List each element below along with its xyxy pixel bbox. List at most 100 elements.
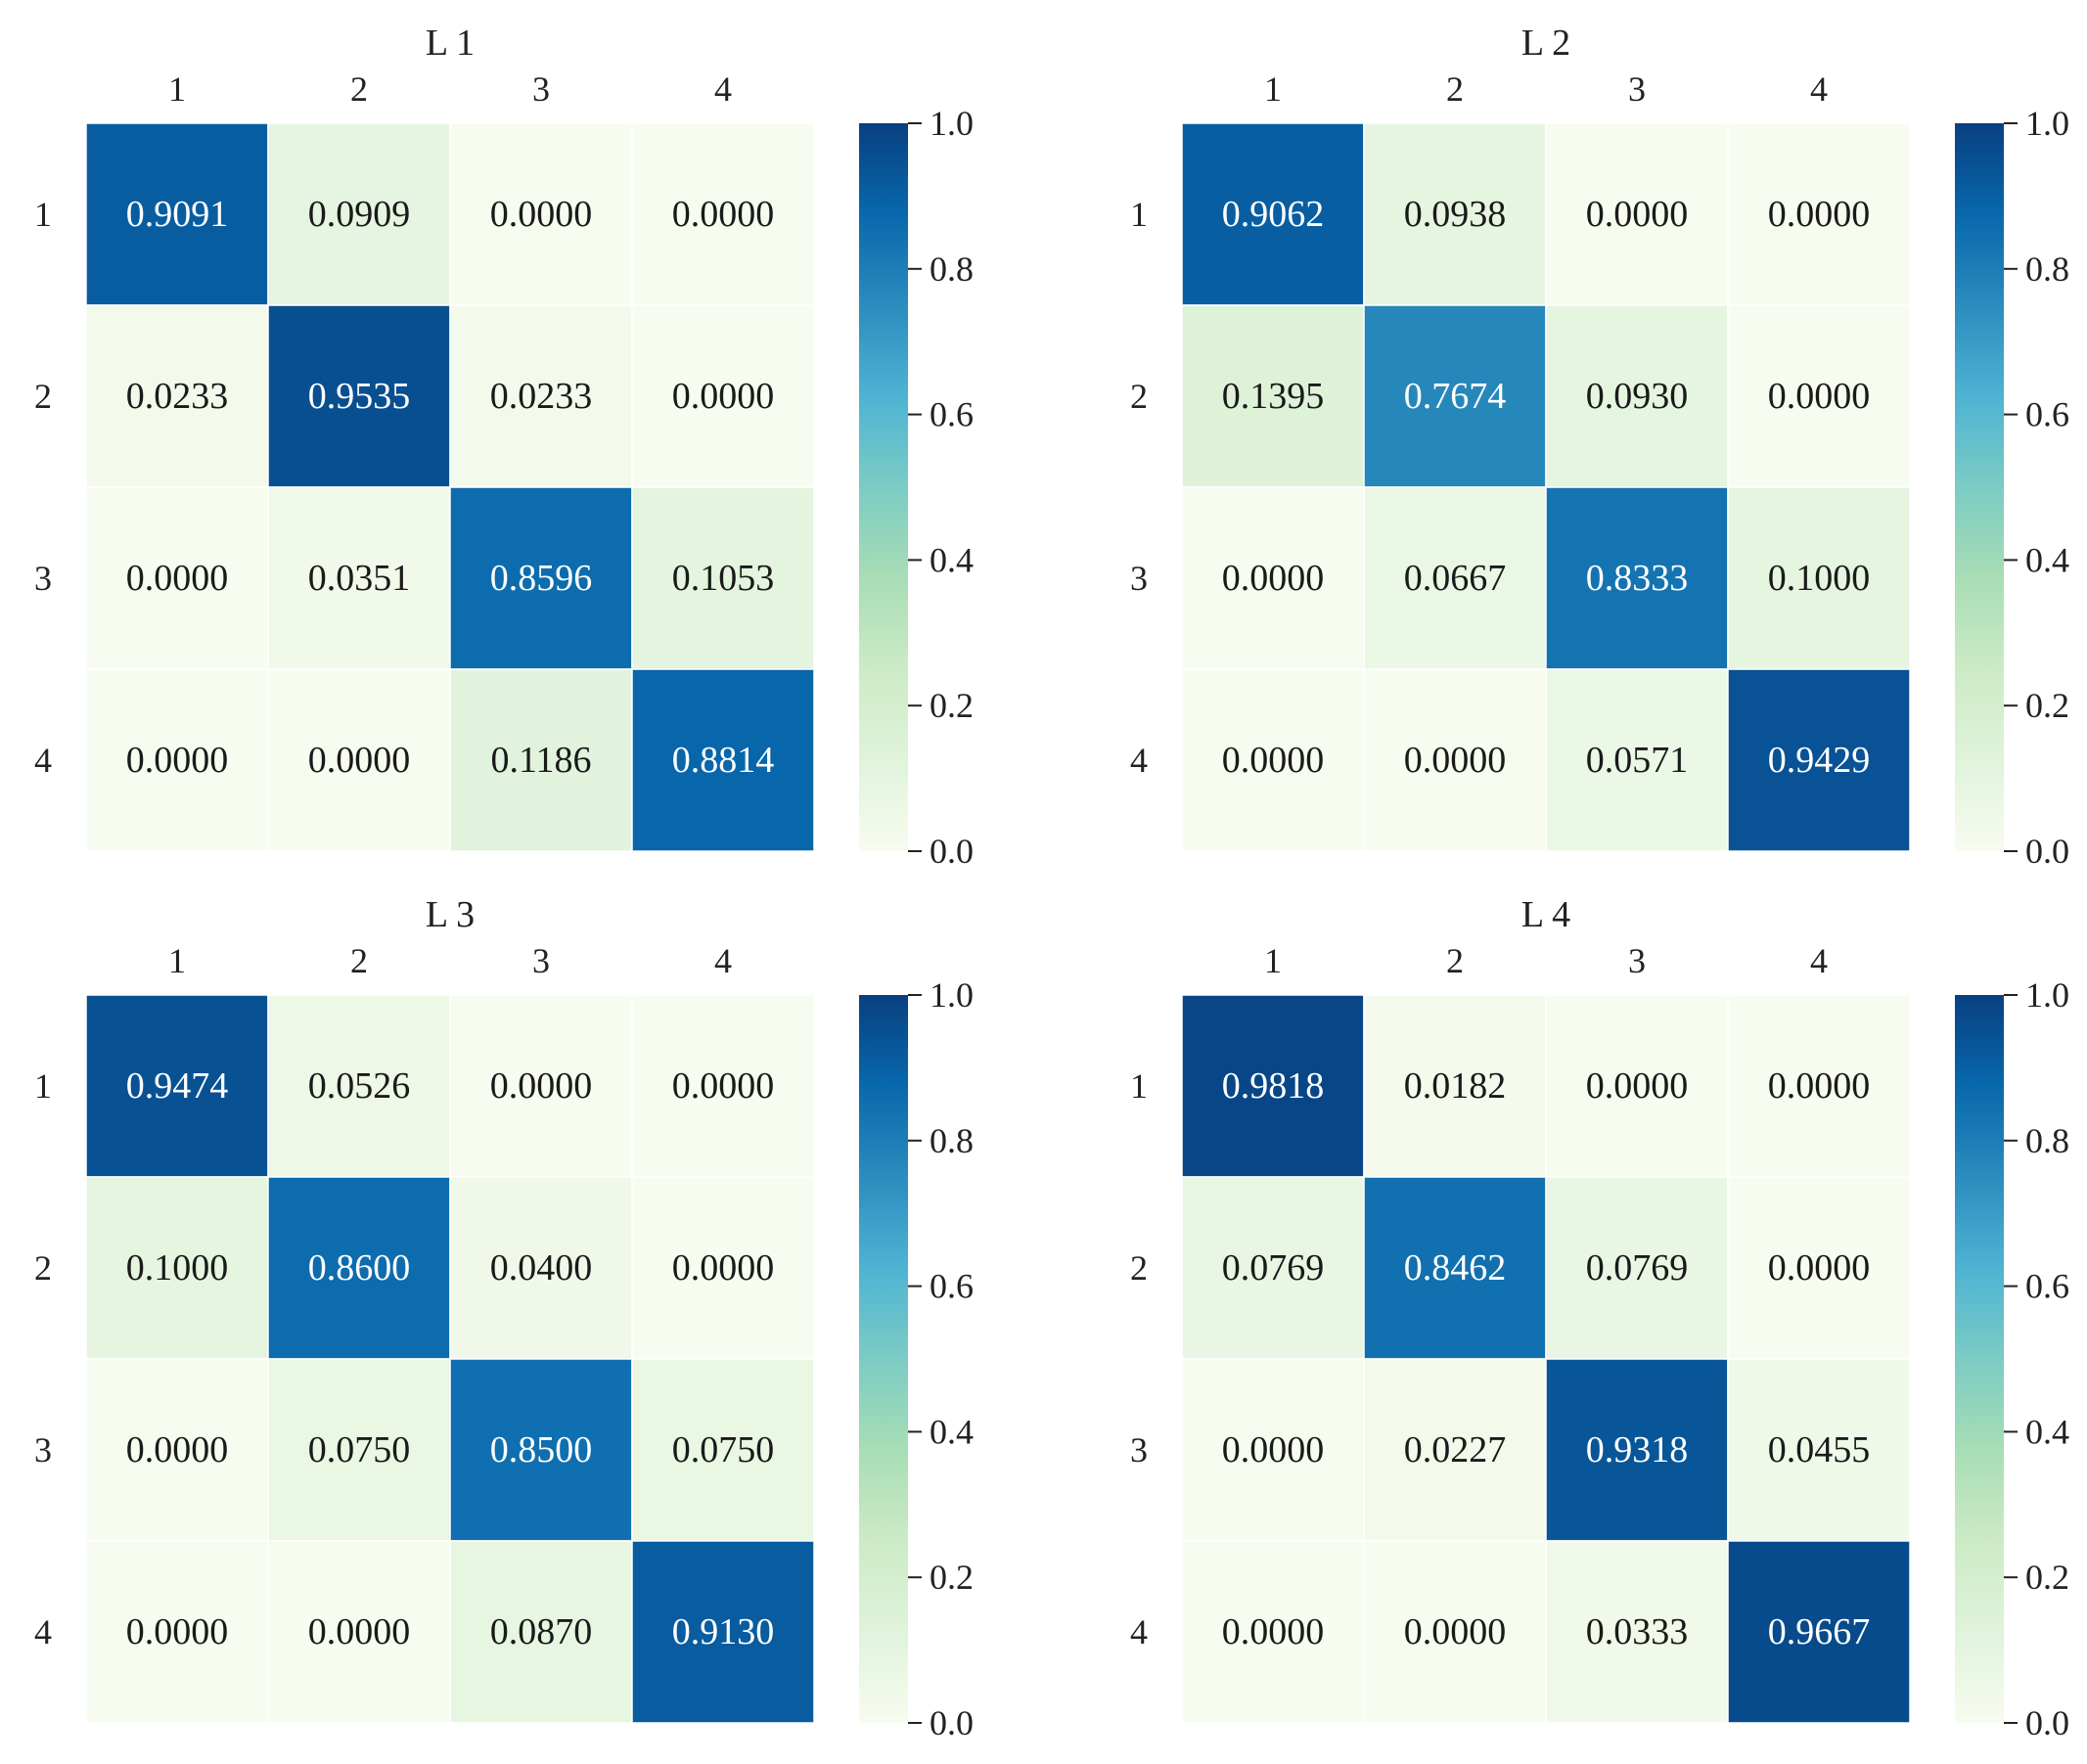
x-tick-label: 1 [168,941,186,980]
x-tick-label: 2 [350,69,368,109]
cell-value-label: 0.0870 [490,1611,593,1652]
x-tick-label: 4 [714,941,732,980]
heatmap-cell [267,1540,451,1724]
cell-value-label: 0.8596 [490,558,593,599]
cell-value-label: 0.0000 [1768,376,1871,417]
heatmap-cell [449,1176,633,1360]
cell-value-label: 0.0526 [308,1065,411,1107]
cell-value-label: 0.0000 [1404,1611,1507,1652]
cell-value-label: 0.0455 [1768,1429,1871,1470]
colorbar-tick-label: 1.0 [2025,104,2069,143]
cell-value-label: 0.0000 [308,1611,411,1652]
heatmap-cell [449,122,633,306]
heatmap-cell [1181,668,1365,852]
colorbar-tick-label: 0.4 [930,1412,974,1451]
x-tick-label: 3 [532,69,550,109]
heatmap-cell [1363,486,1547,670]
cell-value-label: 0.9429 [1768,740,1871,781]
colorbar-tick-label: 0.0 [930,832,974,871]
cell-value-label: 0.0182 [1404,1065,1507,1107]
colorbar-tick-label: 0.2 [930,1558,974,1597]
cell-value-label: 0.0000 [1586,1065,1689,1107]
cell-value-label: 0.0571 [1586,740,1689,781]
cell-value-label: 0.0000 [1222,1429,1325,1470]
cell-value-label: 0.0000 [672,1247,775,1289]
cell-value-label: 0.9318 [1586,1429,1689,1470]
cell-value-label: 0.0351 [308,558,411,599]
x-tick-label: 3 [532,941,550,980]
cell-value-label: 0.0000 [126,558,229,599]
heatmap-cell [1181,994,1365,1178]
heatmap-panel-4: L 4 1 2 3 4 1 2 3 4 0.9818 0.0182 0.0000 0.0000 0.076… [1130,894,2069,1742]
heatmap-cell [1727,668,1911,852]
colorbar-tick-label: 0.6 [930,395,974,434]
colorbar-tick-label: 1.0 [930,104,974,143]
y-tick-label: 1 [34,1066,52,1106]
heatmap-cell [1181,486,1365,670]
x-tick-label: 2 [1446,941,1464,980]
x-tick-label: 1 [1264,69,1282,109]
y-tick-label: 2 [34,377,52,416]
colorbar-tick-label: 0.4 [2025,1412,2069,1451]
cell-value-label: 0.9535 [308,376,411,417]
y-tick-label: 4 [34,1612,52,1651]
cell-value-label: 0.0233 [490,376,593,417]
heatmap-cell [85,1176,269,1360]
cell-value-label: 0.0000 [126,1429,229,1470]
y-tick-label: 3 [1130,559,1148,598]
cell-value-label: 0.9091 [126,194,229,235]
colorbar-tick-label: 0.0 [2025,832,2069,871]
cell-value-label: 0.0000 [1586,194,1689,235]
cell-value-label: 0.0333 [1586,1611,1689,1652]
heatmap-cell [1727,994,1911,1178]
cell-value-label: 0.0000 [308,740,411,781]
heatmap-cell [267,304,451,488]
y-tick-label: 3 [34,559,52,598]
heatmap-cell [449,994,633,1178]
y-tick-label: 1 [1130,1066,1148,1106]
y-tick-label: 2 [1130,377,1148,416]
cell-value-label: 0.0400 [490,1247,593,1289]
cell-value-label: 0.8333 [1586,558,1689,599]
heatmap-cell [85,122,269,306]
heatmap-cell [449,668,633,852]
y-tick-label: 4 [1130,1612,1148,1651]
colorbar [859,123,908,851]
heatmap-cell [631,1540,815,1724]
cell-value-label: 0.8600 [308,1247,411,1289]
heatmap-cell [1181,1358,1365,1542]
colorbar [859,995,908,1723]
x-tick-label: 3 [1628,69,1646,109]
cell-value-label: 0.0000 [490,194,593,235]
panel-title: L 2 [1521,23,1570,64]
heatmap-cell [1181,304,1365,488]
heatmap-cell [1363,1540,1547,1724]
cell-value-label: 0.0909 [308,194,411,235]
y-tick-label: 1 [34,195,52,234]
y-tick-label: 4 [1130,741,1148,780]
x-tick-label: 4 [1810,69,1828,109]
y-tick-label: 4 [34,741,52,780]
heatmap-cell [1363,1358,1547,1542]
cell-value-label: 0.0769 [1586,1247,1689,1289]
colorbar [1955,123,2004,851]
heatmap-cell [631,668,815,852]
y-tick-label: 3 [1130,1430,1148,1470]
heatmap-cell [1727,122,1911,306]
heatmap-cell [1727,1176,1911,1360]
heatmap-cell [1181,1540,1365,1724]
cell-value-label: 0.0233 [126,376,229,417]
heatmap-cell [631,486,815,670]
heatmap-panel-3: L 3 1 2 3 4 1 2 3 4 0.9474 0.0526 0.0000 0.0000 0.100… [34,894,974,1742]
colorbar-tick-label: 0.2 [2025,686,2069,725]
colorbar-tick-label: 0.6 [2025,395,2069,434]
cell-value-label: 0.1000 [1768,558,1871,599]
cell-value-label: 0.1000 [126,1247,229,1289]
y-tick-label: 3 [34,1430,52,1470]
heatmap-cell [85,1540,269,1724]
heatmap-cell [1545,486,1729,670]
colorbar-tick-label: 1.0 [2025,975,2069,1015]
heatmap-cell [1727,304,1911,488]
heatmap-panel-1: L 1 1 2 3 4 1 2 3 4 0.9091 0.0909 0.0000 0.0000 0.023… [34,23,974,871]
